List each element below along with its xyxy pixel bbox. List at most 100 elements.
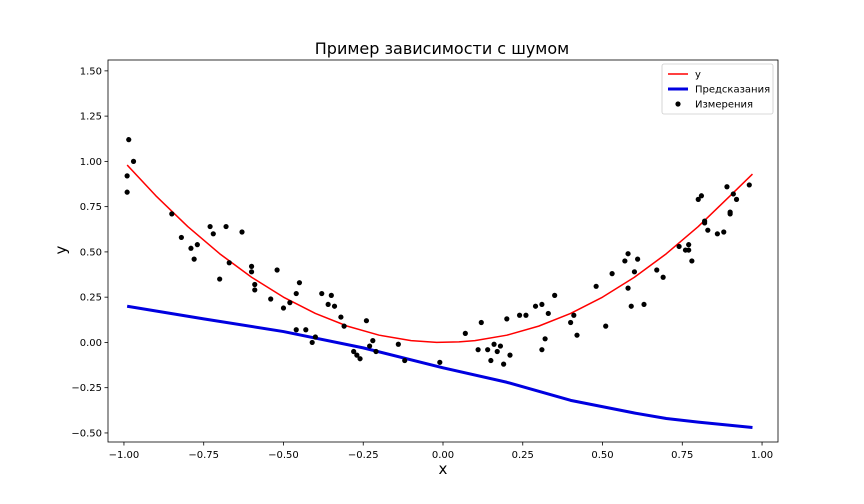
data-point [730,191,736,197]
data-point [370,338,376,344]
data-point [539,301,545,308]
data-point [686,242,692,248]
data-point [593,283,599,289]
data-point [568,319,574,326]
data-point [516,312,523,318]
x-tick-label: 0.75 [671,450,693,461]
data-point [494,348,500,355]
data-point [641,301,647,308]
data-point [194,242,200,248]
data-point [363,318,370,324]
data-point [402,357,408,364]
data-point [124,189,130,195]
data-point [357,356,363,362]
y-tick-label: 1.00 [80,157,102,168]
data-point [274,267,280,273]
y-tick-label: −0.25 [71,383,102,394]
plot-area [107,59,779,443]
chart-title: Пример зависимости с шумом [315,39,569,58]
data-point [491,341,497,347]
data-point [268,296,274,302]
data-point [603,323,609,329]
y-axis-label: y [52,245,70,254]
y-tick-label: 1.25 [80,112,102,123]
data-point [504,316,510,322]
data-point [312,334,318,340]
data-point [126,137,132,143]
data-point [485,347,491,353]
data-point [698,193,705,199]
y-axis-ticks: −0.50 −0.25 0.00 0.25 0.50 0.75 1.00 1.25 1.50 [71,66,108,439]
data-point [331,303,338,309]
data-point [207,223,213,230]
legend-label-1: Предсказания [695,85,770,96]
data-point [689,258,695,264]
data-point [507,352,513,358]
data-point [571,312,577,318]
y-tick-label: 0.25 [80,293,102,304]
data-point [338,314,344,320]
data-point [523,312,529,318]
data-point [714,231,720,237]
legend-label-0: y [695,70,701,81]
data-point [478,319,484,326]
y-tick-label: −0.50 [71,428,102,439]
data-point [654,267,660,273]
series-line-1 [126,304,753,430]
data-point [191,256,197,262]
x-tick-label: 0.25 [512,450,534,461]
data-point [631,269,638,275]
data-point [727,211,733,217]
data-point [293,327,299,333]
y-tick-label: 1.50 [80,66,102,77]
data-point [280,305,287,311]
data-point [724,184,730,190]
x-tick-label: −1.00 [109,450,140,461]
data-point [351,348,357,355]
data-point [676,243,682,250]
data-point [341,323,347,329]
data-point [223,223,229,230]
data-point [252,287,258,293]
data-point [539,347,545,353]
data-point [296,280,303,286]
data-point [462,330,468,336]
data-point [705,227,711,233]
data-point [686,247,692,253]
series-line-0 [126,164,754,344]
data-point [319,290,325,297]
data-point [475,347,481,353]
data-point [721,229,727,235]
data-point [574,332,580,338]
data-point [746,182,752,188]
data-point [437,359,443,365]
y-tick-label: 0.00 [80,338,102,349]
data-point [287,300,293,306]
x-tick-label: 1.00 [751,450,773,461]
x-tick-label: 0.50 [591,450,613,461]
data-point [702,218,708,224]
data-point [239,229,245,235]
series-group [124,137,754,430]
data-point [622,258,628,264]
data-point [210,231,216,237]
legend-swatch-2 [675,101,681,107]
data-point [532,303,539,309]
data-point [169,211,175,217]
data-point [497,343,504,349]
data-point [248,269,255,275]
data-point [733,196,740,202]
data-point [303,327,309,333]
x-tick-label: 0.00 [432,450,454,461]
data-point [695,196,701,202]
data-point [248,263,255,269]
data-point [309,339,315,346]
data-point [325,301,331,308]
legend-box [661,63,774,115]
data-point [501,361,507,367]
data-point [178,234,184,241]
data-point [628,303,634,309]
x-tick-label: −0.25 [348,450,379,461]
y-tick-label: 0.75 [80,202,102,213]
